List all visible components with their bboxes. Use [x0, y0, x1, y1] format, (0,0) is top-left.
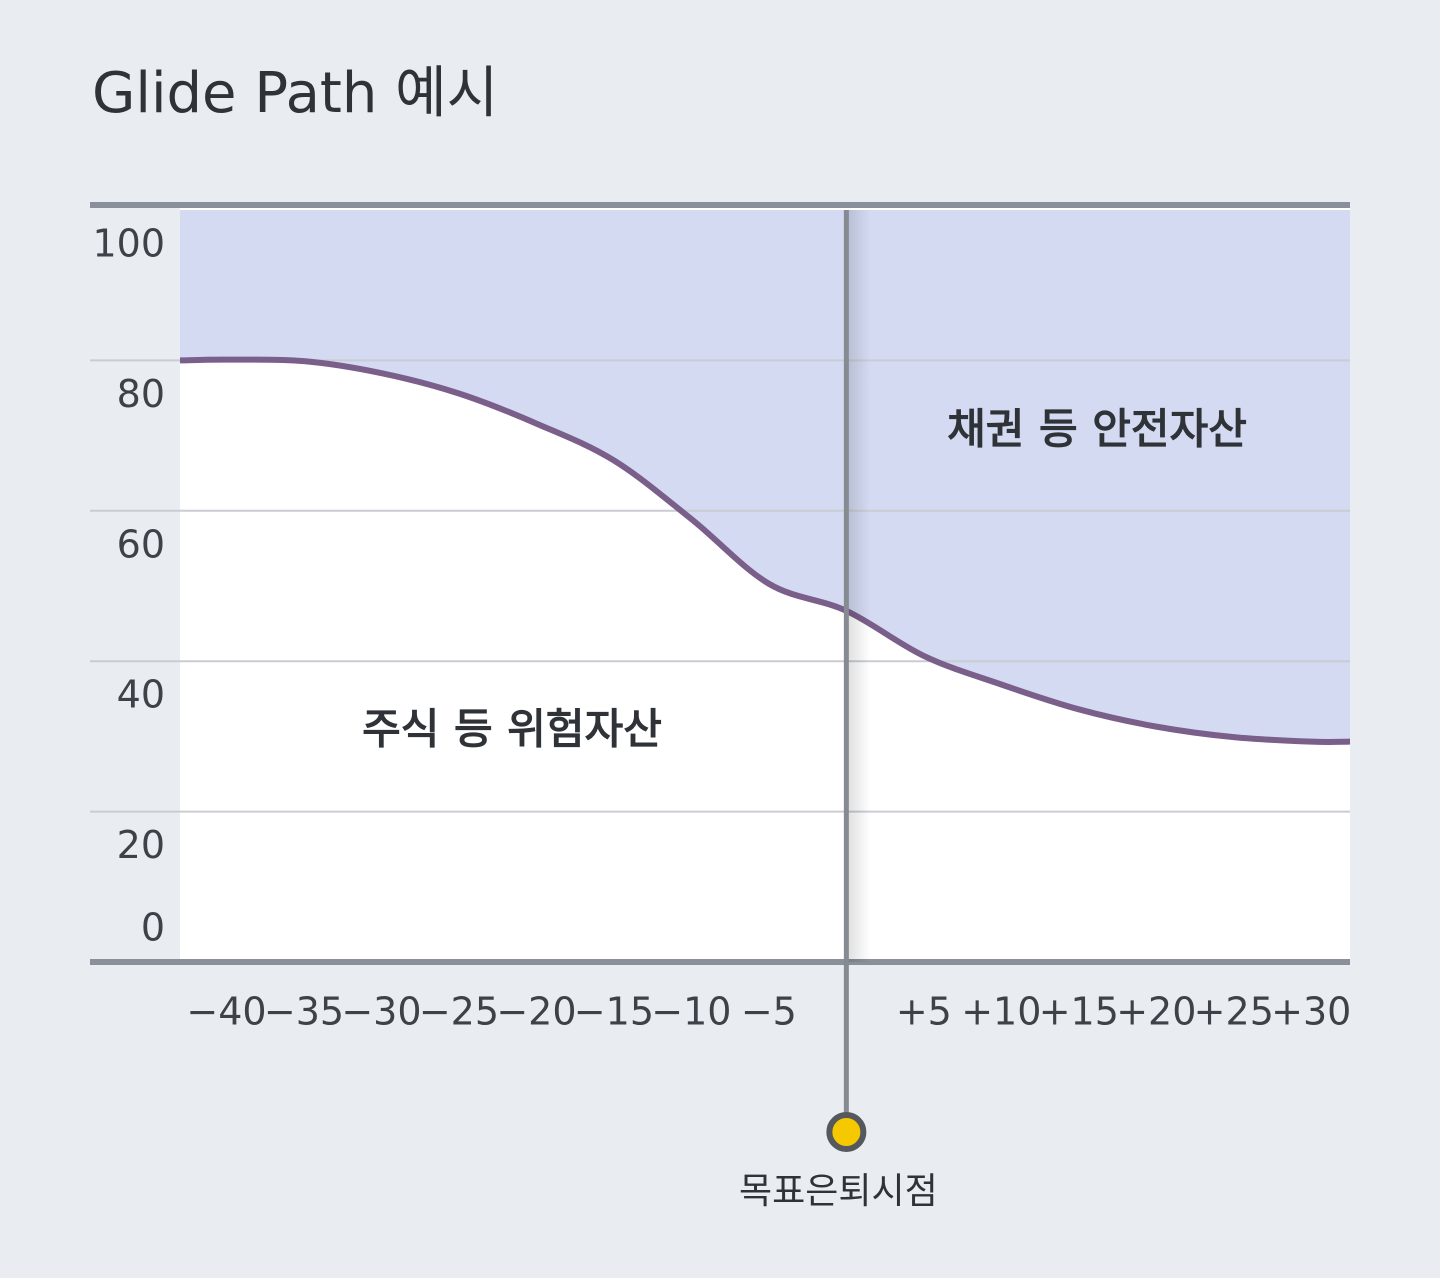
area-label: 주식 등 위험자산	[362, 705, 662, 754]
x-tick-label: +15	[1039, 990, 1119, 1034]
x-tick-label: −5	[741, 990, 797, 1034]
line	[179, 356, 1351, 745]
y-tick-label: 100	[92, 222, 165, 266]
y-tick-label: 80	[117, 372, 165, 416]
x-tick-label: +25	[1194, 990, 1274, 1034]
marker-label: 목표은퇴시점	[739, 1171, 938, 1212]
x-tick-label: −25	[419, 990, 499, 1034]
x-tick-label: −10	[651, 990, 731, 1034]
marker-shadow	[848, 210, 871, 962]
chart-title: Glide Path 예시	[92, 61, 498, 126]
y-tick-label: 20	[117, 823, 165, 867]
marker-dot	[826, 1112, 867, 1152]
upper-area	[180, 210, 1350, 742]
x-tick-label: +20	[1116, 990, 1196, 1034]
x-tick-label: +5	[896, 990, 952, 1034]
x-tick-label: +30	[1271, 990, 1351, 1034]
x-tick-label: −35	[264, 990, 344, 1034]
x-tick-label: −40	[186, 990, 266, 1034]
y-tick-label: 40	[117, 673, 165, 717]
x-tick-label: −20	[496, 990, 576, 1034]
y-tick-label: 60	[117, 522, 165, 566]
x-tick-label: −30	[341, 990, 421, 1034]
x-tick-label: +10	[961, 990, 1041, 1034]
x-tick-label: −15	[574, 990, 654, 1034]
y-tick-label: 0	[141, 906, 165, 950]
area-label: 채권 등 안전자산	[947, 405, 1247, 454]
